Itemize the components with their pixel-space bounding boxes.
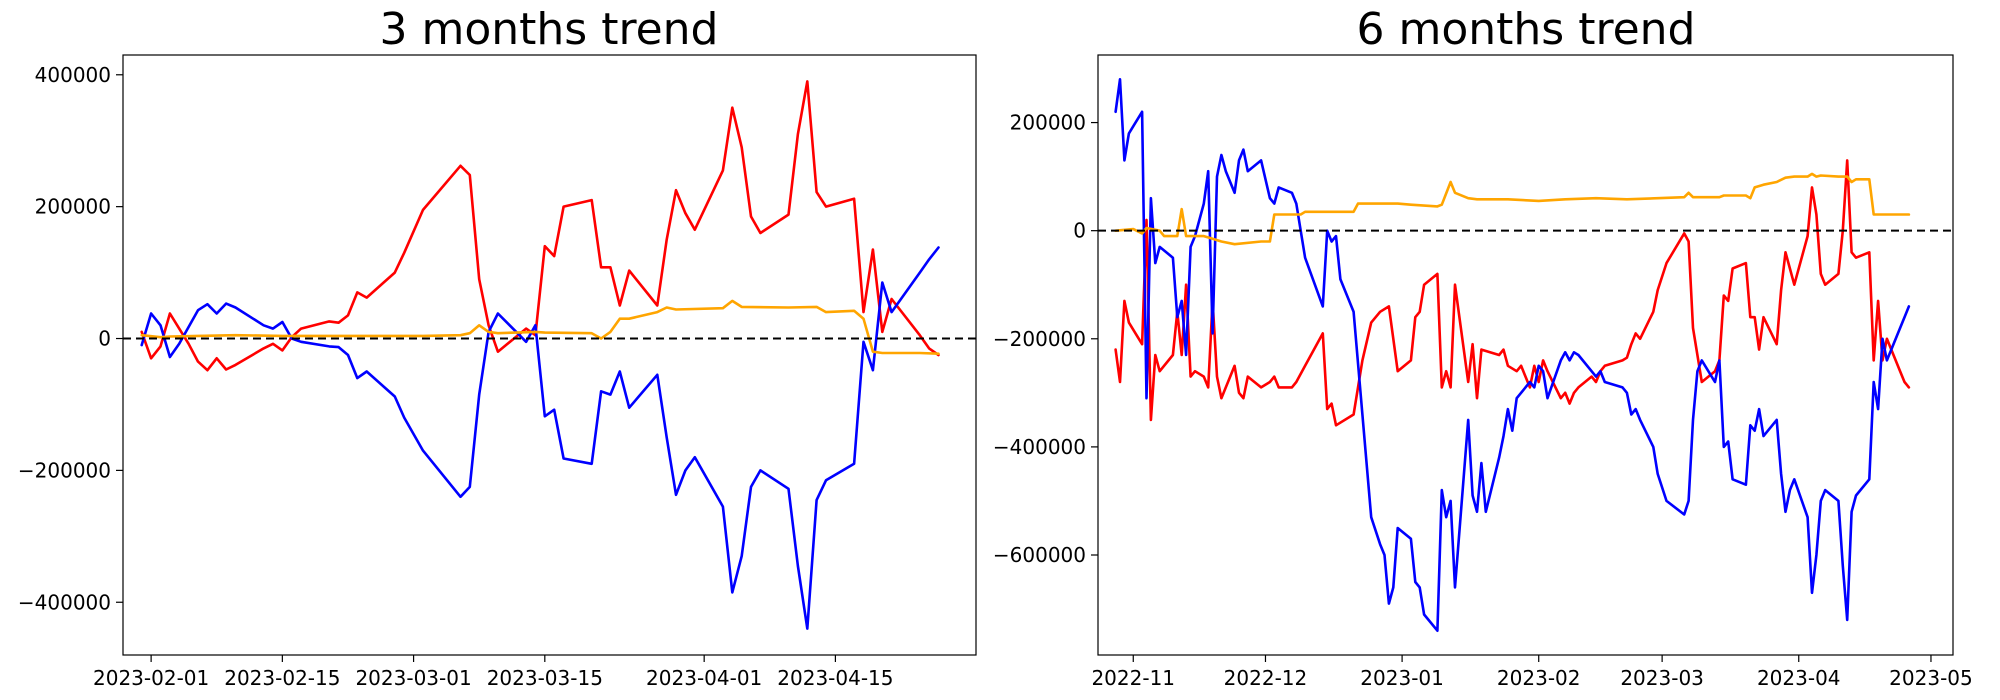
- y-tick-label: 200000: [35, 195, 111, 219]
- chart-title: 6 months trend: [1357, 4, 1696, 55]
- x-tick-label: 2023-04-01: [646, 666, 762, 690]
- x-tick-label: 2023-02-01: [93, 666, 209, 690]
- axes-frame: [122, 54, 977, 656]
- x-tick-label: 2023-05: [1889, 666, 1973, 690]
- series-line-3: [140, 299, 940, 355]
- y-tick-label: −200000: [993, 327, 1086, 351]
- x-tick-label: 2023-04-15: [777, 666, 893, 690]
- y-tick-label: −600000: [993, 543, 1086, 567]
- x-tick-label: 2023-01: [1360, 666, 1444, 690]
- y-tick-label: 0: [98, 327, 111, 351]
- x-tick-label: 2023-02: [1497, 666, 1581, 690]
- y-tick-label: 0: [1073, 219, 1086, 243]
- x-tick-label: 2023-03: [1620, 666, 1704, 690]
- plot-area: [1098, 78, 1953, 632]
- x-tick-label: 2022-12: [1224, 666, 1308, 690]
- chart-title: 3 months trend: [380, 4, 719, 55]
- x-tick-label: 2023-03-15: [487, 666, 603, 690]
- axes-frame: [1097, 54, 1954, 656]
- x-tick-label: 2023-03-01: [355, 666, 471, 690]
- series-line-1: [1114, 159, 1911, 427]
- chart-3-months-trend: 3 months trend 400000 200000 0 −200000 −4000…: [18, 4, 977, 690]
- y-tick-label: −400000: [18, 590, 111, 614]
- series-line-3: [1114, 172, 1911, 246]
- y-tick-label: 200000: [1010, 111, 1086, 135]
- x-tick-label: 2022-11: [1091, 666, 1175, 690]
- series-line-2: [1114, 78, 1911, 632]
- series-line-2: [140, 246, 940, 630]
- series-line-1: [140, 80, 940, 372]
- chart-6-months-trend: 6 months trend 200000 0 −200000 −400000 −600…: [993, 4, 1973, 690]
- x-tick-label: 2023-02-15: [224, 666, 340, 690]
- y-tick-label: 400000: [35, 63, 111, 87]
- y-tick-label: −400000: [993, 435, 1086, 459]
- y-tick-label: −200000: [18, 458, 111, 482]
- plot-area: [123, 80, 976, 630]
- x-tick-label: 2023-04: [1757, 666, 1841, 690]
